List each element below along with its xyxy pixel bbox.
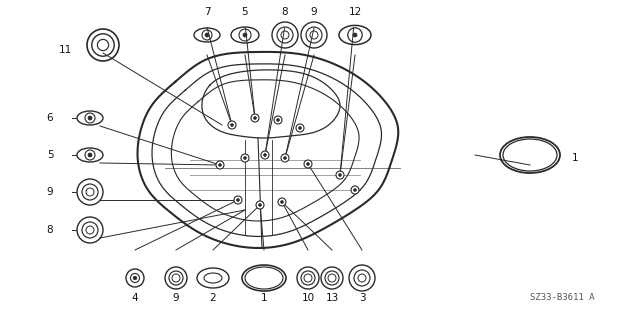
Circle shape xyxy=(133,276,137,280)
Text: 3: 3 xyxy=(359,293,365,303)
Text: 9: 9 xyxy=(311,7,317,17)
Circle shape xyxy=(234,196,242,204)
Text: 5: 5 xyxy=(242,7,248,17)
Circle shape xyxy=(251,114,259,122)
Text: 11: 11 xyxy=(58,45,72,55)
Circle shape xyxy=(281,154,289,162)
Circle shape xyxy=(354,188,357,191)
Circle shape xyxy=(296,124,304,132)
Circle shape xyxy=(219,164,222,166)
Text: 13: 13 xyxy=(325,293,338,303)
Circle shape xyxy=(274,116,282,124)
Circle shape xyxy=(338,173,342,177)
Circle shape xyxy=(88,116,92,120)
Circle shape xyxy=(306,163,310,165)
Circle shape xyxy=(298,126,301,130)
Circle shape xyxy=(237,198,239,202)
Circle shape xyxy=(304,160,312,168)
Circle shape xyxy=(228,121,236,129)
Text: 2: 2 xyxy=(210,293,216,303)
Text: 5: 5 xyxy=(46,150,53,160)
Text: SZ33-B3611 A: SZ33-B3611 A xyxy=(530,293,595,302)
Circle shape xyxy=(88,153,92,157)
Text: 7: 7 xyxy=(203,7,210,17)
Circle shape xyxy=(243,33,247,37)
Text: 12: 12 xyxy=(349,7,362,17)
Circle shape xyxy=(283,156,286,159)
Text: 1: 1 xyxy=(571,153,578,163)
Circle shape xyxy=(278,198,286,206)
Circle shape xyxy=(241,154,249,162)
Text: 4: 4 xyxy=(132,293,138,303)
Text: 8: 8 xyxy=(282,7,288,17)
Text: 1: 1 xyxy=(261,293,268,303)
Circle shape xyxy=(216,161,224,169)
Circle shape xyxy=(351,186,359,194)
Text: 10: 10 xyxy=(301,293,315,303)
Text: 9: 9 xyxy=(46,187,53,197)
Circle shape xyxy=(259,204,261,206)
Circle shape xyxy=(276,118,279,122)
Circle shape xyxy=(261,151,269,159)
Circle shape xyxy=(254,116,256,119)
Circle shape xyxy=(264,154,266,156)
Circle shape xyxy=(230,124,234,126)
Text: 9: 9 xyxy=(173,293,180,303)
Circle shape xyxy=(353,33,357,37)
Circle shape xyxy=(256,201,264,209)
Circle shape xyxy=(205,33,209,37)
Text: 6: 6 xyxy=(46,113,53,123)
Circle shape xyxy=(336,171,344,179)
Text: 8: 8 xyxy=(46,225,53,235)
Circle shape xyxy=(244,156,247,159)
Circle shape xyxy=(281,201,283,204)
